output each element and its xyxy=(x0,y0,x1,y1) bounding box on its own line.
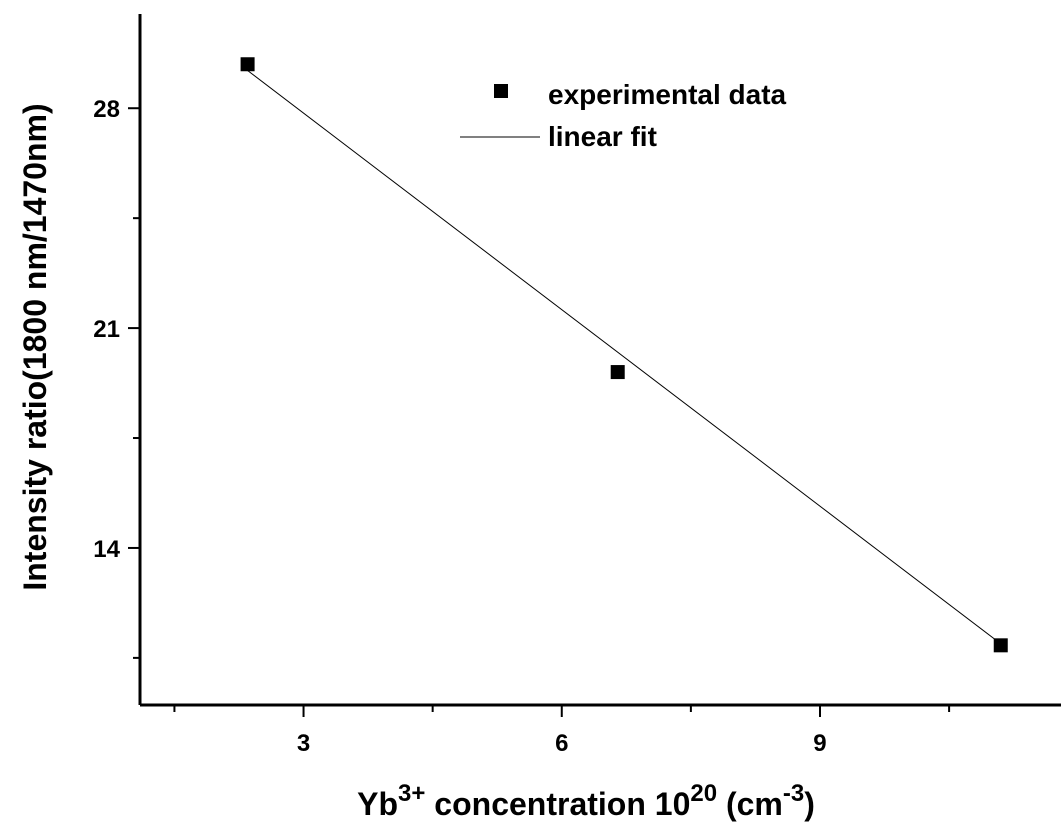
data-point xyxy=(610,365,625,380)
x-tick-label: 6 xyxy=(555,730,568,757)
linear-fit-line xyxy=(247,70,1002,645)
ticks: 3 6 9 14 21 28 xyxy=(93,96,951,757)
legend-label-experimental-data: experimental data xyxy=(548,79,787,110)
legend: experimental data linear fit xyxy=(460,79,787,152)
x-tick-label: 9 xyxy=(813,730,826,757)
legend-label-linear-fit: linear fit xyxy=(548,121,657,152)
x-axis-title: Yb3+ concentration 1020 (cm-3) xyxy=(357,780,815,822)
axes xyxy=(138,14,1061,707)
y-tick-label: 14 xyxy=(93,536,120,563)
plot-area xyxy=(240,57,1008,653)
data-point xyxy=(993,638,1008,653)
legend-marker-experimental-data xyxy=(494,84,508,98)
y-tick-label: 28 xyxy=(93,96,120,123)
x-tick-label: 3 xyxy=(297,730,310,757)
y-tick-label: 21 xyxy=(93,316,120,343)
data-point xyxy=(240,57,255,72)
y-axis-title: Intensity ratio(1800 nm/1470nm) xyxy=(17,103,53,590)
